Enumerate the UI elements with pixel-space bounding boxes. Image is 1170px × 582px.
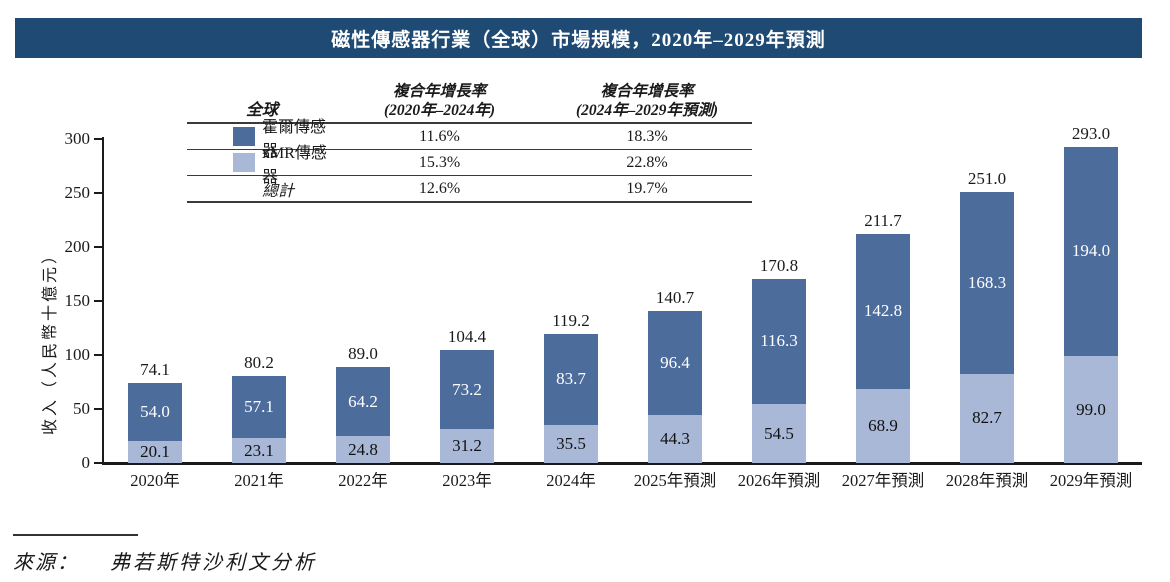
xmr-bar-segment: 24.8 bbox=[336, 436, 390, 463]
total-cagr-2024-2029: 19.7% bbox=[626, 179, 668, 197]
source-label: 來源： bbox=[13, 552, 79, 574]
hall-legend-label: 霍爾傳感器 bbox=[262, 118, 327, 160]
y-tick-label: 50 bbox=[73, 399, 90, 418]
x-category-label: 2025年預測 bbox=[633, 471, 717, 490]
y-tick-label: 200 bbox=[64, 237, 91, 256]
hall-bar-segment: 73.2 bbox=[440, 350, 494, 430]
source-divider bbox=[13, 534, 138, 536]
legend-header-cagr-2020-2024: 複合年增長率 (2020年–2024年) bbox=[383, 83, 496, 119]
hall-bar-segment: 168.3 bbox=[960, 191, 1014, 374]
bar-total-label: 119.2 bbox=[552, 311, 590, 331]
x-category-label: 2029年預測 bbox=[1049, 471, 1133, 490]
xmr-bar-segment: 99.0 bbox=[1064, 356, 1118, 463]
x-category-label: 2023年 bbox=[442, 471, 492, 490]
hall-bar-segment: 194.0 bbox=[1064, 146, 1118, 357]
chart-title: 磁性傳感器行業（全球）市場規模，2020年–2029年預測 bbox=[331, 29, 826, 51]
cagr-legend-table: 全球 複合年增長率 (2020年–2024年) 複合年增長率 (2024年–20… bbox=[187, 76, 752, 203]
y-tick-label: 150 bbox=[64, 291, 91, 310]
hall-bar-segment: 116.3 bbox=[752, 278, 806, 405]
xmr-bar-segment: 35.5 bbox=[544, 424, 598, 463]
xmr-bar-segment: 31.2 bbox=[440, 429, 494, 463]
xmr-bar-segment: 54.5 bbox=[752, 404, 806, 463]
xmr-legend-label: xMR傳感器 bbox=[262, 144, 327, 186]
y-tick-mark bbox=[94, 354, 103, 356]
xmr-cagr-2020-2024: 15.3% bbox=[418, 153, 461, 171]
y-tick-label: 100 bbox=[64, 345, 91, 364]
y-tick-mark bbox=[94, 192, 103, 194]
hall-bar-segment: 54.0 bbox=[128, 382, 182, 442]
bar-total-label: 211.7 bbox=[864, 211, 902, 231]
legend-row-total: 總計 12.6% 19.7% bbox=[187, 176, 752, 203]
xmr-cagr-2024-2029: 22.8% bbox=[626, 153, 668, 171]
total-cagr-2020-2024: 12.6% bbox=[418, 179, 461, 197]
hall-bar-segment: 142.8 bbox=[856, 234, 910, 389]
x-category-label: 2022年 bbox=[338, 471, 388, 490]
bar-total-label: 251.0 bbox=[967, 168, 1007, 188]
bar-total-label: 170.8 bbox=[759, 255, 799, 275]
y-tick-label: 0 bbox=[81, 453, 91, 472]
bar-total-label: 293.0 bbox=[1071, 123, 1111, 143]
xmr-bar-segment: 82.7 bbox=[960, 373, 1014, 463]
x-axis-line bbox=[102, 462, 1142, 465]
legend-row-xmr: xMR傳感器 15.3% 22.8% bbox=[187, 145, 752, 186]
bar-total-label: 140.7 bbox=[655, 288, 695, 308]
hall-bar-segment: 83.7 bbox=[544, 334, 598, 425]
bar-total-label: 74.1 bbox=[140, 359, 170, 379]
y-tick-mark bbox=[94, 462, 103, 464]
x-category-label: 2026年預測 bbox=[737, 471, 821, 490]
y-tick-mark bbox=[94, 138, 103, 140]
bar-total-label: 80.2 bbox=[244, 353, 274, 373]
y-tick-mark bbox=[94, 246, 103, 248]
chart-title-bar: 磁性傳感器行業（全球）市場規模，2020年–2029年預測 bbox=[15, 18, 1142, 58]
hall-cagr-2024-2029: 18.3% bbox=[626, 127, 668, 145]
x-category-label: 2028年預測 bbox=[945, 471, 1029, 490]
xmr-legend-swatch-icon bbox=[233, 153, 255, 172]
xmr-bar-segment: 44.3 bbox=[648, 415, 702, 463]
bar-total-label: 89.0 bbox=[348, 343, 378, 363]
legend-header-cagr-2024-2029: 複合年增長率 (2024年–2029年預測) bbox=[575, 83, 719, 119]
total-legend-label: 總計 bbox=[262, 182, 295, 200]
xmr-bar-segment: 23.1 bbox=[232, 438, 286, 463]
y-tick-label: 250 bbox=[64, 183, 91, 202]
x-category-label: 2024年 bbox=[546, 471, 596, 490]
legend-row-hall: 霍爾傳感器 11.6% 18.3% bbox=[187, 119, 752, 160]
hall-bar-segment: 57.1 bbox=[232, 376, 286, 439]
hall-cagr-2020-2024: 11.6% bbox=[419, 127, 460, 145]
hall-bar-segment: 96.4 bbox=[648, 311, 702, 416]
x-category-label: 2020年 bbox=[130, 471, 180, 490]
x-category-label: 2021年 bbox=[234, 471, 284, 490]
y-axis-line bbox=[102, 137, 104, 465]
y-tick-mark bbox=[94, 408, 103, 410]
source-text: 弗若斯特沙利文分析 bbox=[110, 552, 317, 574]
xmr-bar-segment: 20.1 bbox=[128, 441, 182, 463]
y-tick-label: 300 bbox=[64, 129, 91, 148]
x-category-label: 2027年預測 bbox=[841, 471, 925, 490]
legend-header-global: 全球 bbox=[245, 102, 278, 119]
bar-total-label: 104.4 bbox=[447, 327, 487, 347]
hall-legend-swatch-icon bbox=[233, 127, 255, 146]
hall-bar-segment: 64.2 bbox=[336, 366, 390, 437]
y-tick-mark bbox=[94, 300, 103, 302]
legend-table-header-row: 全球 複合年增長率 (2020年–2024年) 複合年增長率 (2024年–20… bbox=[187, 76, 752, 124]
xmr-bar-segment: 68.9 bbox=[856, 388, 910, 463]
